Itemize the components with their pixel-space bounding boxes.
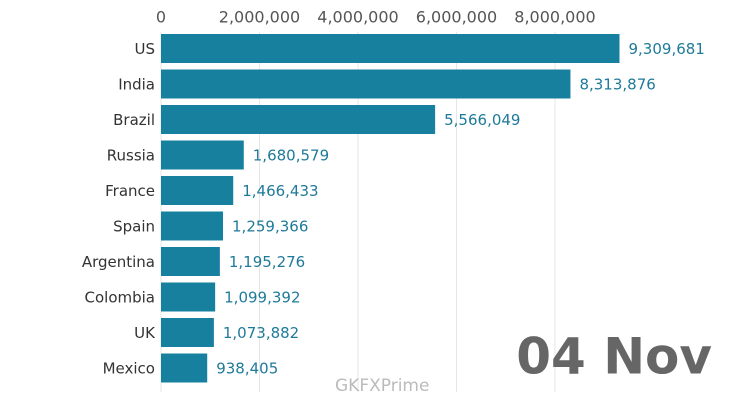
- value-label: 1,099,392: [224, 289, 300, 307]
- y-tick-label: UK: [134, 324, 156, 342]
- watermark: GKFXPrime: [335, 376, 429, 396]
- bar: [161, 318, 214, 347]
- bar: [161, 176, 234, 205]
- y-tick-label: Spain: [113, 218, 155, 236]
- y-tick-label: France: [105, 182, 155, 200]
- value-label: 1,680,579: [253, 147, 329, 165]
- value-label: 9,309,681: [629, 40, 705, 58]
- y-tick-label: Argentina: [82, 253, 155, 271]
- y-tick-label: Mexico: [103, 360, 155, 378]
- value-label: 1,466,433: [242, 182, 318, 200]
- bar: [161, 282, 216, 312]
- bar: [161, 353, 208, 383]
- y-tick-label: Colombia: [85, 289, 156, 307]
- bar: [161, 105, 436, 134]
- x-tick-label: 4,000,000: [317, 8, 398, 27]
- bar: [161, 140, 244, 170]
- x-tick-label: 6,000,000: [416, 8, 497, 27]
- y-tick-label: US: [134, 40, 155, 58]
- value-label: 1,259,366: [232, 218, 308, 236]
- y-tick-label: Russia: [107, 147, 155, 165]
- value-label: 8,313,876: [579, 76, 655, 94]
- value-label: 1,073,882: [223, 324, 299, 342]
- value-label: 1,195,276: [229, 253, 305, 271]
- bar: [161, 34, 620, 63]
- bar: [161, 211, 224, 241]
- x-tick-label: 0: [156, 8, 166, 27]
- bar: [161, 247, 220, 276]
- y-tick-label: Brazil: [113, 111, 155, 129]
- value-label: 5,566,049: [444, 111, 520, 129]
- x-tick-label: 2,000,000: [219, 8, 300, 27]
- y-tick-label: India: [118, 76, 155, 94]
- value-label: 938,405: [216, 360, 278, 378]
- x-tick-label: 8,000,000: [514, 8, 595, 27]
- date-annotation: 04 Nov: [516, 328, 712, 386]
- bar: [161, 69, 571, 99]
